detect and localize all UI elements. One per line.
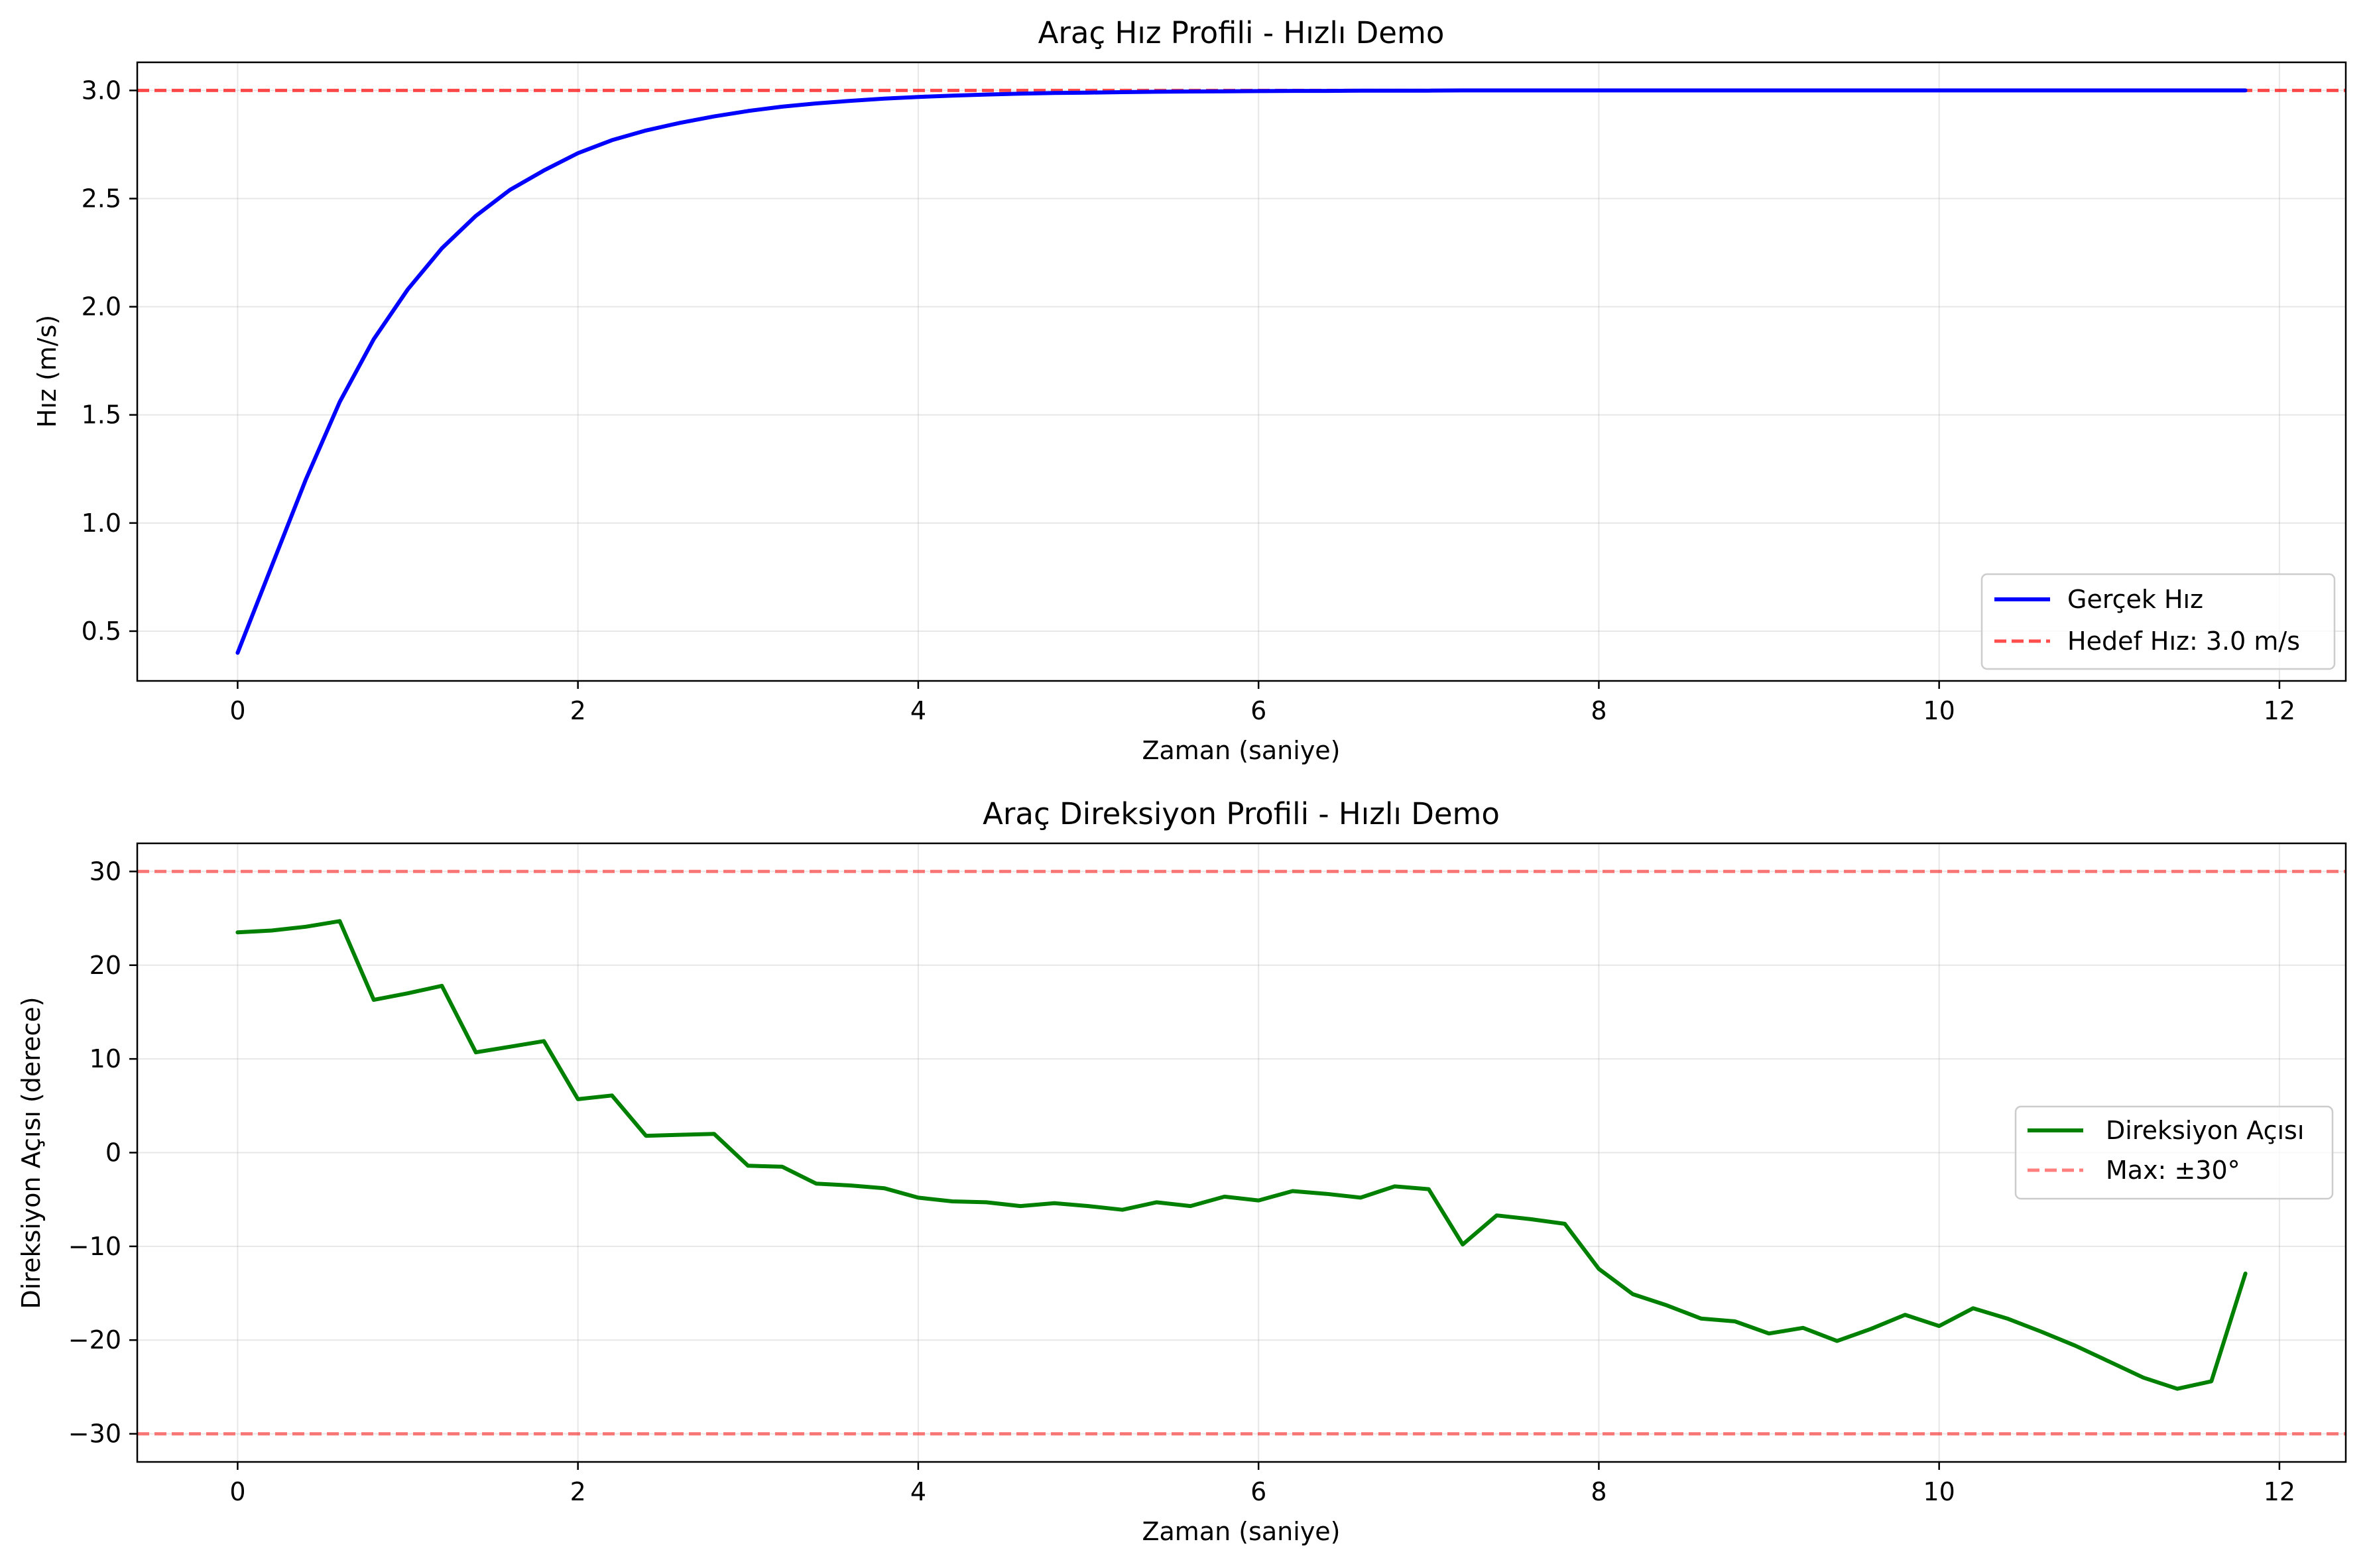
speed-chart-axes-frame — [136, 61, 2347, 682]
speed-chart-legend: Gerçek Hız Hedef Hız: 3.0 m/s — [1980, 573, 2336, 670]
steering-chart-legend: Direksiyon Açısı Max: ±30° — [2014, 1105, 2334, 1200]
steering-x-tick-label-6: 12 — [2264, 1477, 2295, 1506]
steering-x-tick-label-3: 6 — [1250, 1477, 1266, 1506]
speed-y-tick-label-4: 2.5 — [82, 184, 121, 213]
steering-y-tick-label-3: 0 — [105, 1138, 121, 1168]
steering-y-tick-label-1: −20 — [68, 1325, 121, 1355]
steering-y-tick-label-0: −30 — [68, 1419, 121, 1449]
speed-chart-x-axis-label: Zaman (saniye) — [1142, 736, 1340, 765]
speed-x-tick-label-0: 0 — [229, 696, 245, 725]
speed-chart-legend-box — [1980, 573, 2336, 670]
speed-y-tick-label-3: 2.0 — [82, 292, 121, 322]
legend-label-steering-angle: Direksiyon Açısı — [2106, 1116, 2304, 1145]
steering-y-tick-label-4: 10 — [90, 1044, 121, 1073]
steering-chart: Araç Direksiyon Profili - Hızlı Demo Zam… — [17, 796, 2347, 1546]
steering-chart-y-axis-label: Direksiyon Açısı (derece) — [17, 996, 46, 1309]
speed-y-tick-label-5: 3.0 — [82, 76, 121, 105]
speed-x-tick-label-2: 4 — [910, 696, 926, 725]
speed-chart-series — [235, 88, 2248, 655]
speed-chart-y-axis-label: Hız (m/s) — [32, 315, 62, 428]
speed-y-tick-label-2: 1.5 — [82, 400, 121, 430]
steering-chart-title: Araç Direksiyon Profili - Hızlı Demo — [983, 796, 1500, 831]
steering-y-tick-label-2: −10 — [68, 1232, 121, 1261]
steering-x-tick-label-1: 2 — [570, 1477, 586, 1506]
speed-chart-title: Araç Hız Profili - Hızlı Demo — [1038, 15, 1445, 50]
legend-label-target-speed: Hedef Hız: 3.0 m/s — [2067, 627, 2300, 656]
steering-x-tick-label-5: 10 — [1923, 1477, 1955, 1506]
steering-chart-series — [235, 919, 2248, 1391]
speed-chart: Araç Hız Profili - Hızlı Demo Zaman (san… — [32, 15, 2347, 765]
steering-series-line-0 — [235, 919, 2248, 1391]
steering-y-tick-label-6: 30 — [90, 857, 121, 886]
legend-label-actual-speed: Gerçek Hız — [2067, 585, 2203, 614]
steering-chart-legend-box — [2014, 1105, 2334, 1200]
legend-label-max-limit: Max: ±30° — [2106, 1156, 2240, 1185]
speed-chart-ticks: 0 2 4 6 8 10 12 0.5 1.0 1.5 2.0 2.5 3.0 — [82, 76, 2296, 725]
speed-x-tick-label-6: 12 — [2264, 696, 2295, 725]
steering-x-tick-label-0: 0 — [229, 1477, 245, 1506]
steering-y-tick-label-5: 20 — [90, 951, 121, 980]
steering-x-tick-label-2: 4 — [910, 1477, 926, 1506]
speed-y-tick-label-1: 1.0 — [82, 509, 121, 538]
steering-chart-ticks: 0 2 4 6 8 10 12 −30 −20 −10 0 10 20 30 — [68, 857, 2295, 1506]
speed-y-tick-label-0: 0.5 — [82, 617, 121, 646]
speed-x-tick-label-3: 6 — [1250, 696, 1266, 725]
speed-x-tick-label-4: 8 — [1591, 696, 1607, 725]
speed-x-tick-label-5: 10 — [1923, 696, 1955, 725]
speed-x-tick-label-1: 2 — [570, 696, 586, 725]
steering-chart-grid — [137, 843, 2346, 1462]
steering-chart-limit-lines — [137, 869, 2346, 1436]
speed-series-line-0 — [235, 88, 2248, 655]
steering-chart-x-axis-label: Zaman (saniye) — [1142, 1517, 1340, 1546]
steering-x-tick-label-4: 8 — [1591, 1477, 1607, 1506]
